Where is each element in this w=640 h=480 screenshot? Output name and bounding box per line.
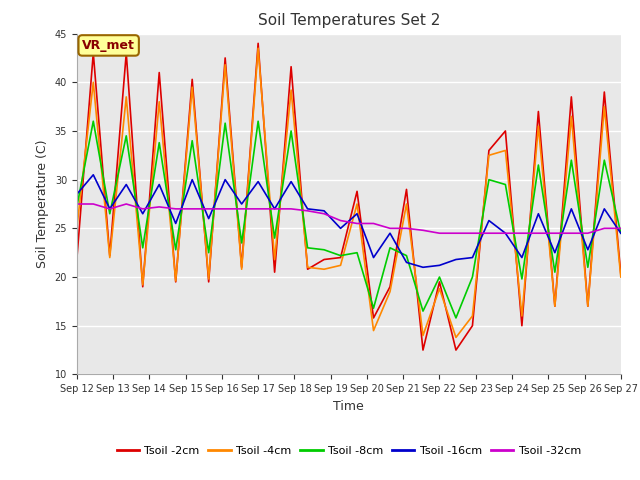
Text: VR_met: VR_met [82, 39, 135, 52]
Title: Soil Temperatures Set 2: Soil Temperatures Set 2 [258, 13, 440, 28]
Legend: Tsoil -2cm, Tsoil -4cm, Tsoil -8cm, Tsoil -16cm, Tsoil -32cm: Tsoil -2cm, Tsoil -4cm, Tsoil -8cm, Tsoi… [112, 441, 586, 460]
Y-axis label: Soil Temperature (C): Soil Temperature (C) [36, 140, 49, 268]
X-axis label: Time: Time [333, 400, 364, 413]
